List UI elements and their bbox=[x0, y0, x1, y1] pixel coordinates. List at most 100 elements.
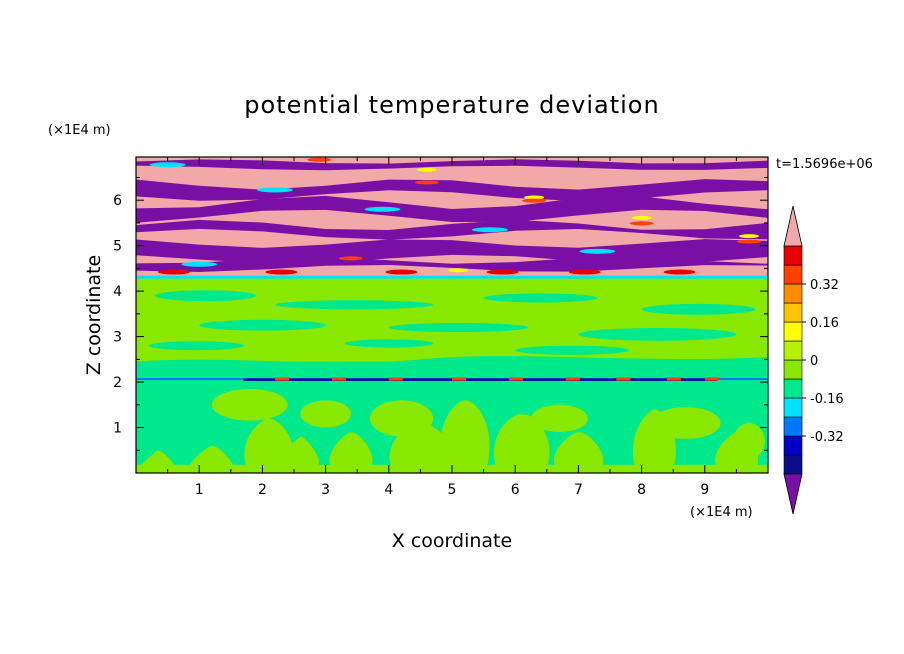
middle-streak bbox=[388, 322, 528, 333]
chart-title: potential temperature deviation bbox=[244, 91, 659, 119]
colorbar-segment bbox=[783, 435, 803, 456]
y-tick-label: 2 bbox=[113, 375, 122, 391]
transition-streak bbox=[737, 239, 762, 244]
inversion-spot bbox=[388, 377, 403, 381]
middle-streak bbox=[515, 345, 629, 355]
axis-ticks: 1 2 3 4 5 6 7 8 9 1 2 3 4 5 6 bbox=[113, 157, 768, 498]
contour-field bbox=[136, 157, 866, 473]
colorbar-segment bbox=[783, 378, 803, 399]
transition-streak bbox=[149, 162, 186, 168]
colorbar-tick-label: 0.32 bbox=[810, 278, 839, 293]
lower-blob bbox=[733, 422, 765, 460]
transition-streak bbox=[181, 261, 218, 267]
colorbar-segment bbox=[783, 416, 803, 437]
x-tick-label: 1 bbox=[195, 482, 204, 498]
edge-spot bbox=[265, 269, 298, 275]
transition-streak bbox=[257, 187, 294, 193]
x-tick-label: 5 bbox=[448, 482, 457, 498]
y-tick-label: 6 bbox=[113, 193, 122, 209]
inversion-spot bbox=[452, 377, 466, 381]
x-axis-label: X coordinate bbox=[392, 530, 512, 552]
transition-streak bbox=[416, 167, 437, 172]
lower-blob bbox=[651, 407, 721, 439]
middle-lime bbox=[136, 277, 768, 363]
x-tick-label: 7 bbox=[574, 482, 583, 498]
lower-blob bbox=[369, 400, 434, 437]
edge-spot bbox=[663, 269, 696, 275]
purple-band bbox=[136, 256, 768, 272]
purple-band bbox=[136, 179, 768, 202]
inversion-spot bbox=[666, 377, 681, 381]
colorbar-segment bbox=[783, 264, 803, 285]
inversion-spot bbox=[565, 377, 580, 381]
y-axis-label: Z coordinate bbox=[83, 255, 105, 375]
transition-streak bbox=[414, 180, 439, 185]
colorbar: 0.32 0.16 0 -0.16 -0.32 bbox=[783, 205, 844, 515]
transition-streak bbox=[524, 195, 545, 200]
colorbar-segment bbox=[783, 340, 803, 361]
colorbar-segment bbox=[783, 245, 803, 266]
transition-streak bbox=[579, 248, 616, 254]
y-tick-label: 4 bbox=[113, 284, 122, 300]
lower-plume bbox=[190, 445, 234, 469]
y-tick-label: 5 bbox=[113, 239, 122, 255]
x-tick-label: 8 bbox=[637, 482, 646, 498]
edge-spot bbox=[568, 269, 601, 275]
colorbar-segment bbox=[783, 302, 803, 323]
lower-plume bbox=[139, 450, 177, 470]
colorbar-segment bbox=[783, 397, 803, 418]
colorbar-tick-label: 0.16 bbox=[810, 316, 839, 331]
middle-lower-band bbox=[136, 361, 768, 377]
purple-band bbox=[136, 195, 768, 223]
purple-band bbox=[136, 219, 768, 240]
colorbar-max-extension bbox=[783, 205, 803, 247]
upper-lower-edge bbox=[136, 275, 768, 279]
middle-streak bbox=[275, 300, 434, 310]
lower-plume bbox=[329, 432, 373, 469]
edge-spot bbox=[385, 269, 418, 275]
x-tick-label: 9 bbox=[700, 482, 709, 498]
transition-streak bbox=[846, 259, 866, 263]
lower-plume bbox=[244, 418, 294, 469]
middle-streak bbox=[641, 303, 756, 315]
lower-blob bbox=[300, 400, 351, 428]
colorbar-segment bbox=[783, 454, 803, 475]
transition-streak bbox=[471, 227, 508, 233]
middle-streak bbox=[154, 290, 257, 302]
x-tick-label: 4 bbox=[384, 482, 393, 498]
inversion-spot bbox=[275, 377, 290, 381]
time-label: t=1.5696e+06 bbox=[776, 157, 873, 172]
inversion-spot bbox=[616, 377, 631, 381]
x-tick-label: 6 bbox=[511, 482, 520, 498]
colorbar-segment bbox=[783, 283, 803, 304]
middle-streak bbox=[483, 293, 598, 303]
colorbar-segment bbox=[783, 359, 803, 380]
transition-streak bbox=[364, 206, 401, 212]
transition-streak bbox=[739, 234, 760, 239]
middle-streak bbox=[344, 339, 434, 348]
transition-streak bbox=[629, 221, 654, 226]
x-axis-unit: (×1E4 m) bbox=[690, 505, 753, 520]
transition-streak bbox=[522, 198, 547, 203]
y-tick-label: 1 bbox=[113, 421, 122, 437]
transition-streak bbox=[338, 256, 363, 261]
transition-streak bbox=[448, 268, 469, 273]
colorbar-segment bbox=[783, 321, 803, 342]
inversion-spot bbox=[508, 377, 523, 381]
lower-plume bbox=[282, 436, 319, 469]
inversion-spot bbox=[704, 377, 719, 381]
edge-spot bbox=[486, 269, 519, 275]
transition-streak bbox=[307, 157, 332, 162]
transition-streak bbox=[631, 215, 652, 220]
colorbar-tick-label: -0.32 bbox=[810, 430, 844, 445]
lower-blob bbox=[211, 388, 288, 421]
y-tick-label: 3 bbox=[113, 330, 122, 346]
lower-blob bbox=[531, 404, 588, 433]
colorbar-tick-label: -0.16 bbox=[810, 392, 844, 407]
x-tick-label: 2 bbox=[258, 482, 267, 498]
lower-plume bbox=[493, 413, 550, 469]
colorbar-min-extension bbox=[783, 473, 803, 515]
inversion-spot bbox=[331, 377, 346, 381]
inversion-line-blue bbox=[243, 378, 718, 381]
